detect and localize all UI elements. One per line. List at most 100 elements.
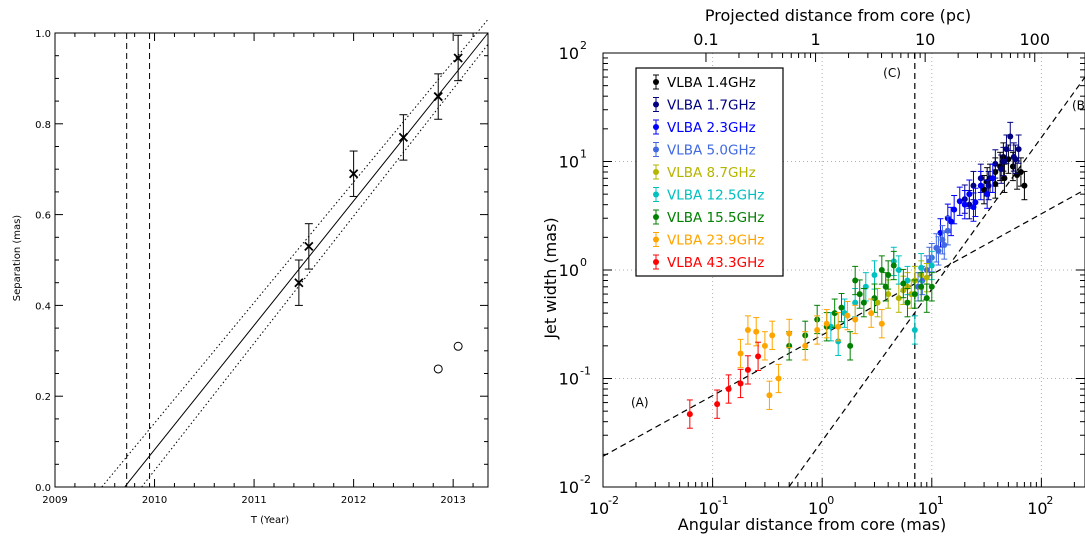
y-tick-label: 0.4 — [35, 301, 51, 312]
legend-label: VLBA 12.5GHz — [667, 188, 764, 204]
legend-marker — [653, 124, 659, 130]
power-law-line — [788, 76, 1085, 487]
data-point — [744, 326, 751, 333]
x-tick-label: 10 — [808, 499, 828, 518]
data-point — [852, 316, 859, 323]
legend-marker — [653, 214, 659, 220]
data-point — [874, 299, 881, 306]
cross-marker — [433, 91, 443, 102]
y-tick-exponent: -1 — [580, 365, 591, 378]
y-tick-exponent: 1 — [580, 148, 587, 161]
cross-marker — [294, 278, 304, 288]
legend-box — [635, 67, 784, 277]
power-law-line — [602, 189, 1085, 457]
data-point — [900, 280, 907, 287]
separation-plot-frame — [54, 32, 489, 488]
data-point — [885, 291, 892, 298]
x-tick-label: 10 — [1027, 499, 1047, 518]
data-point — [992, 181, 999, 188]
data-point — [1012, 156, 1019, 163]
data-point — [878, 267, 885, 273]
legend-label: VLBA 2.3GHz — [667, 120, 756, 136]
data-point — [860, 299, 867, 306]
y-tick-label: 1.0 — [35, 29, 51, 40]
y-tick-exponent: -2 — [580, 473, 591, 486]
x-tick-label: 2009 — [42, 495, 67, 506]
fit-bound-line — [141, 44, 489, 488]
data-point — [985, 182, 992, 189]
separation-x-label: T (Year) — [250, 515, 289, 526]
cross-marker — [304, 241, 314, 252]
data-point — [956, 198, 963, 205]
data-point — [895, 295, 902, 302]
fit-bound-line — [101, 19, 489, 488]
data-point — [998, 166, 1005, 173]
data-point — [961, 201, 968, 208]
legend-marker — [653, 79, 659, 85]
data-point — [885, 271, 892, 278]
fit-line — [124, 32, 489, 488]
x-tick-label: 2012 — [341, 495, 366, 506]
data-point — [814, 326, 821, 333]
data-point — [984, 191, 991, 198]
legend-marker — [653, 101, 659, 108]
data-point — [951, 206, 958, 213]
data-point — [977, 182, 984, 189]
data-point — [890, 262, 897, 269]
data-point — [1017, 169, 1024, 176]
data-point — [823, 320, 830, 327]
data-point — [753, 328, 760, 335]
data-point — [911, 291, 918, 298]
cross-marker — [398, 132, 409, 143]
data-point — [844, 312, 851, 319]
data-point — [928, 262, 935, 269]
y-tick-label: 0.0 — [35, 483, 51, 494]
legend-label: VLBA 1.4GHz — [667, 75, 756, 91]
open-circle-marker — [453, 341, 463, 351]
legend-marker — [653, 146, 659, 153]
data-point — [725, 386, 732, 393]
legend-marker — [653, 169, 659, 175]
data-point — [1000, 158, 1007, 165]
data-point — [911, 326, 918, 333]
jet-width-x-label: Angular distance from core (mas) — [678, 515, 946, 534]
data-point — [838, 304, 845, 311]
line-annotation: (C) — [883, 66, 901, 80]
x-tick-label: 2010 — [142, 495, 167, 506]
data-point — [1015, 146, 1022, 153]
legend-marker — [653, 191, 659, 198]
jet-width-y-label: Jet width (mas) — [541, 217, 560, 339]
x-tick-label: 10 — [589, 499, 609, 518]
data-point — [871, 271, 878, 278]
data-point — [766, 392, 773, 399]
data-point — [966, 191, 973, 198]
x-tick-exponent: 2 — [1046, 494, 1053, 507]
data-point — [989, 175, 996, 182]
data-point — [847, 342, 854, 349]
y-tick-label: 0.2 — [35, 392, 51, 403]
legend-marker — [653, 236, 659, 243]
data-point — [944, 227, 951, 234]
legend-label: VLBA 8.7GHz — [667, 165, 756, 181]
legend-marker — [653, 259, 659, 265]
legend-label: VLBA 15.5GHz — [667, 210, 764, 226]
data-point — [737, 380, 744, 387]
separation-y-label: Separation (mas) — [12, 215, 23, 302]
data-point — [686, 411, 693, 418]
x-tick-label: 2011 — [241, 495, 266, 506]
y-tick-exponent: 2 — [580, 39, 587, 52]
y-tick-label: 0.8 — [35, 120, 51, 131]
data-point — [831, 310, 838, 317]
data-point — [714, 401, 721, 408]
jet-width-top-x-label: Projected distance from core (pc) — [705, 6, 971, 25]
data-point — [1007, 133, 1014, 140]
data-point — [802, 342, 809, 349]
data-point — [882, 283, 889, 290]
data-point — [970, 204, 977, 211]
data-point — [935, 247, 942, 254]
x-tick-exponent: -2 — [608, 494, 619, 507]
data-point — [981, 186, 988, 193]
y-tick-label: 10 — [559, 478, 579, 497]
